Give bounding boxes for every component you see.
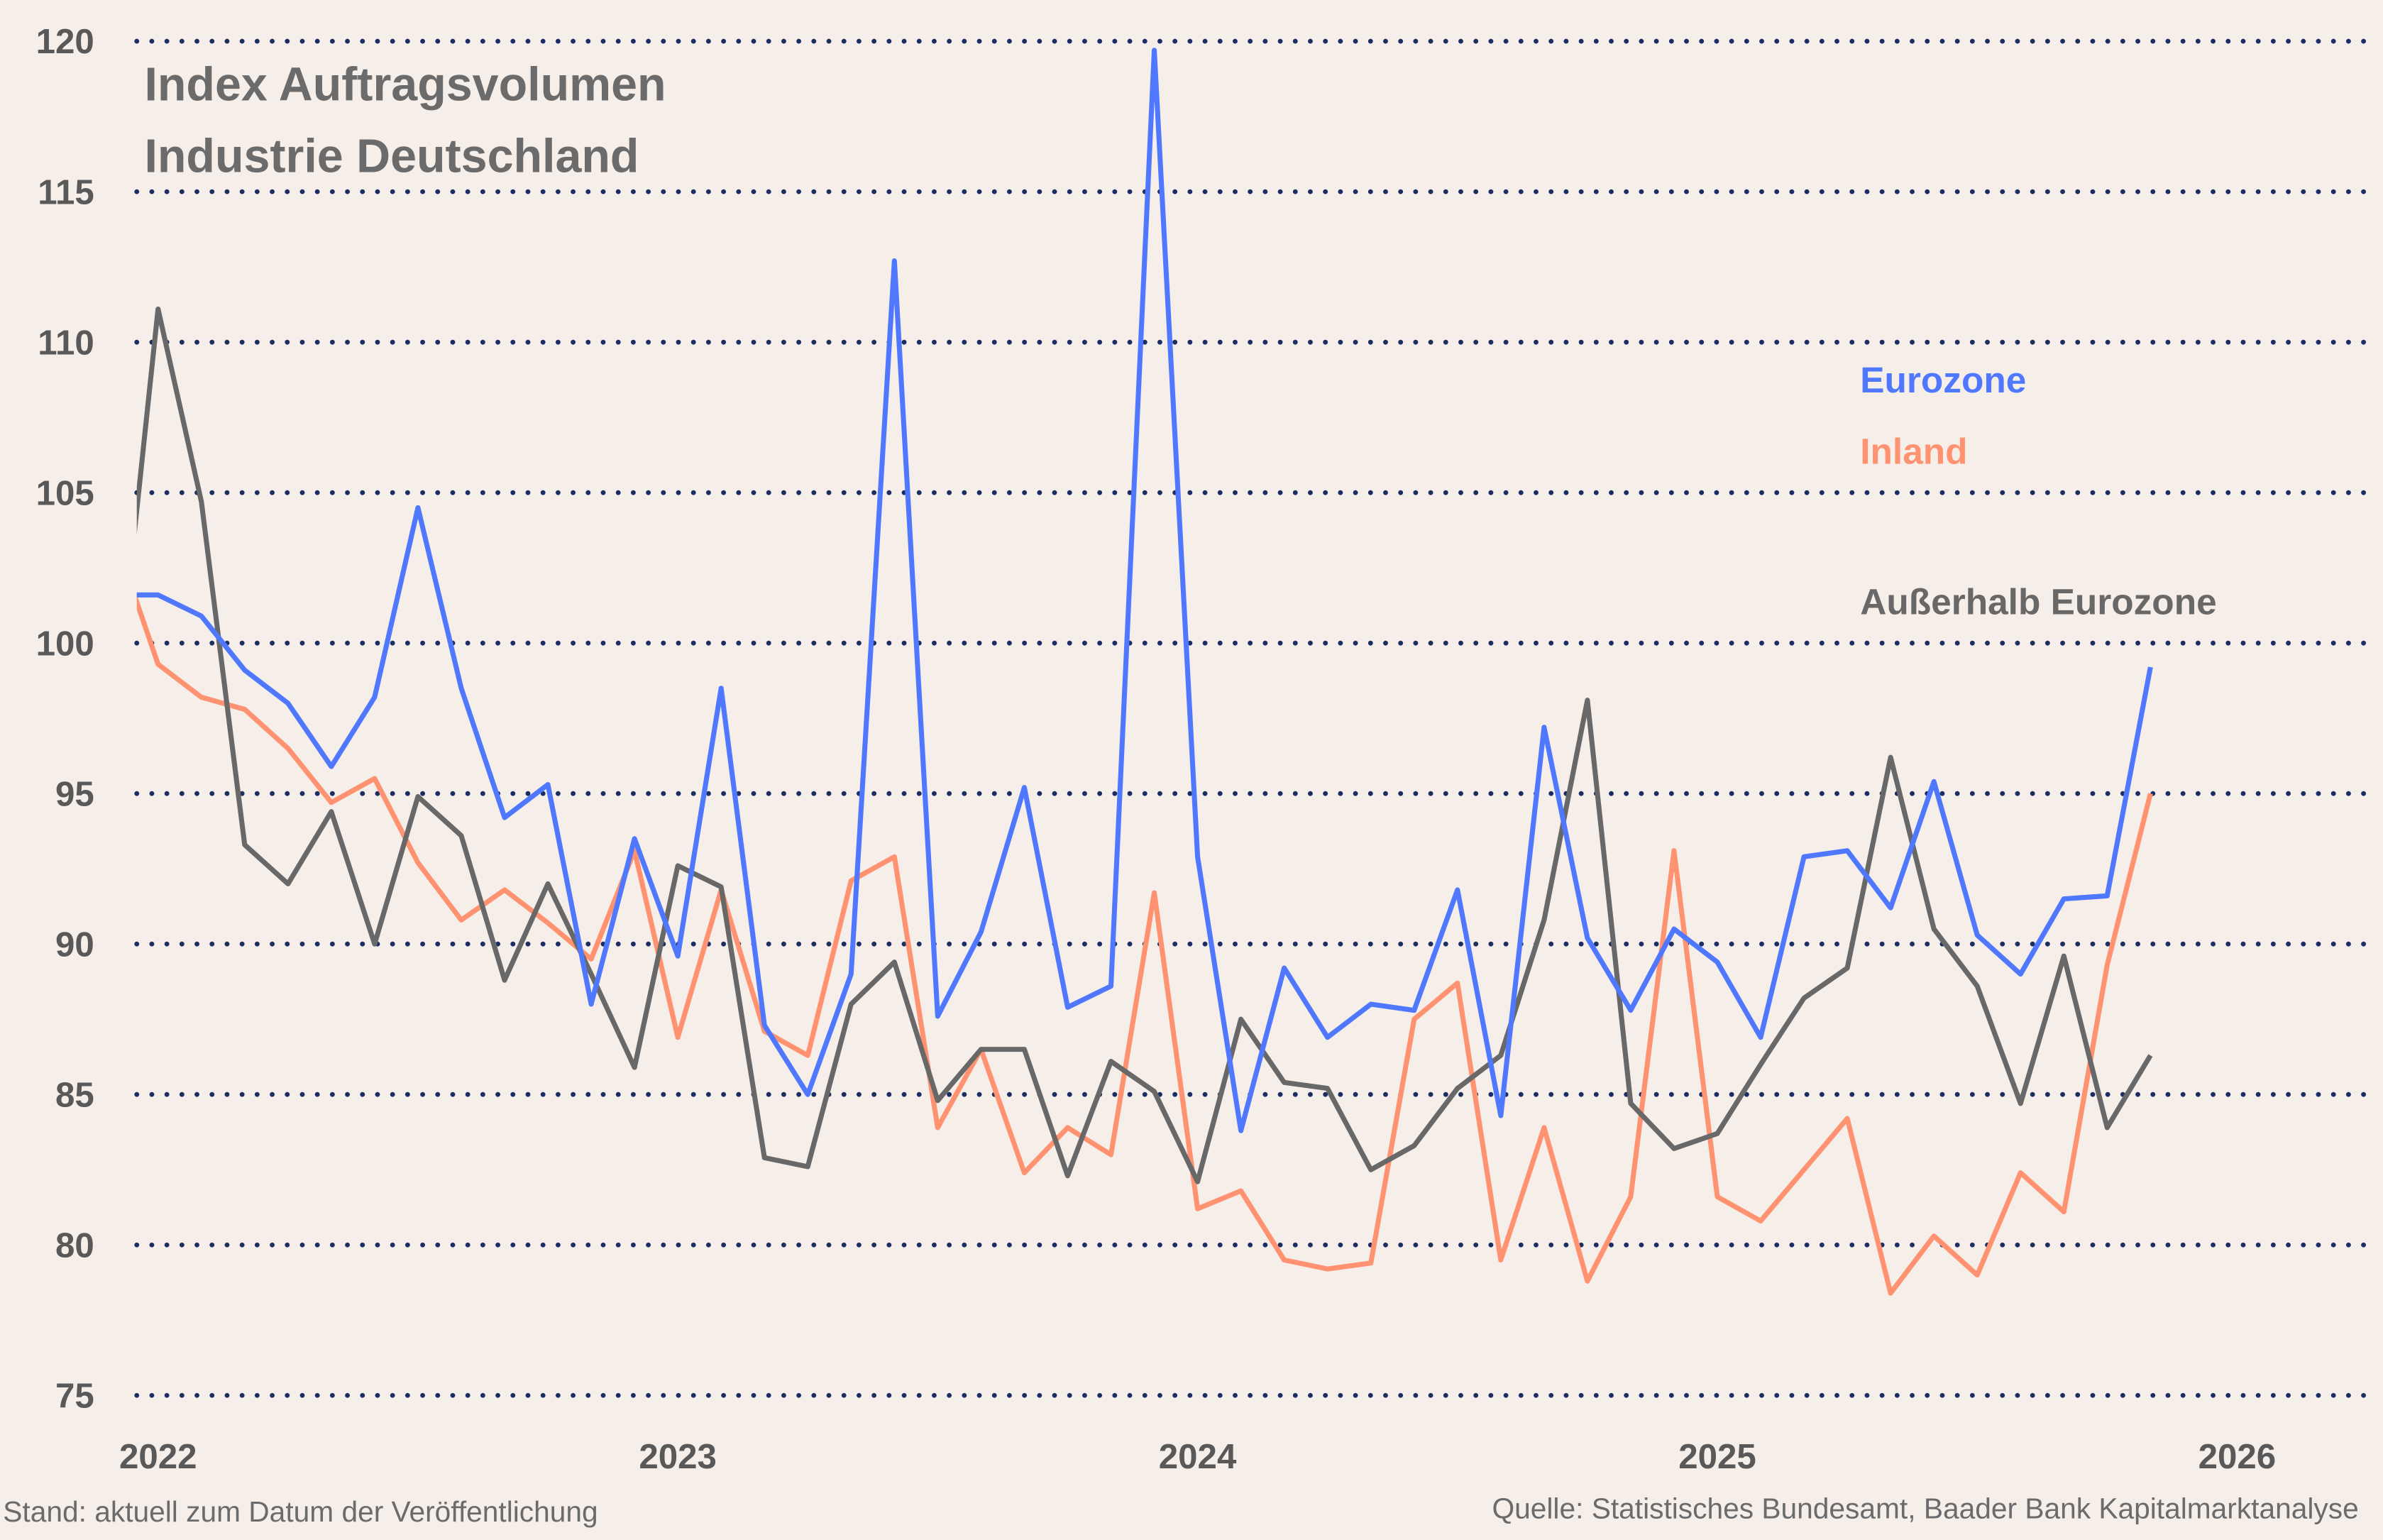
footer-date-note: Stand: aktuell zum Datum der Veröffentli…	[3, 1495, 598, 1528]
y-tick-label: 115	[38, 172, 94, 211]
y-axis-ticks: 75 80 85 90 95 100 105 110 115 120	[36, 22, 94, 1415]
x-tick-label: 2026	[2198, 1437, 2277, 1476]
y-tick-label: 95	[55, 774, 94, 813]
y-tick-label: 85	[55, 1075, 94, 1114]
x-tick-label: 2023	[639, 1437, 717, 1476]
legend-ausserhalb-eurozone: Außerhalb Eurozone	[1860, 581, 2216, 622]
y-tick-label: 90	[55, 925, 94, 964]
x-tick-label: 2022	[119, 1437, 197, 1476]
footer-source: Quelle: Statistisches Bundesamt, Baader …	[1492, 1492, 2358, 1525]
y-tick-label: 105	[36, 473, 94, 512]
series-line-eurozone	[136, 48, 2153, 1133]
y-tick-label: 80	[55, 1226, 94, 1265]
x-axis-ticks: 2022 2023 2024 2025 2026	[119, 1437, 2276, 1476]
legend-inland: Inland	[1860, 430, 1967, 471]
series-line-inland	[136, 594, 2153, 1296]
x-tick-label: 2024	[1159, 1437, 1237, 1476]
y-tick-label: 110	[38, 323, 94, 362]
gridlines	[134, 38, 2377, 1398]
y-tick-label: 120	[36, 22, 94, 61]
chart-subtitle: Industrie Deutschland	[144, 130, 639, 182]
chart-title: Index Auftragsvolumen	[144, 59, 666, 111]
series-line-au-erhalb-eurozone	[136, 306, 2153, 1184]
y-tick-label: 100	[36, 624, 94, 663]
series-lines	[136, 48, 2153, 1296]
legend-eurozone: Eurozone	[1860, 359, 2026, 400]
y-tick-label: 75	[55, 1376, 94, 1415]
x-tick-label: 2025	[1678, 1437, 1756, 1476]
